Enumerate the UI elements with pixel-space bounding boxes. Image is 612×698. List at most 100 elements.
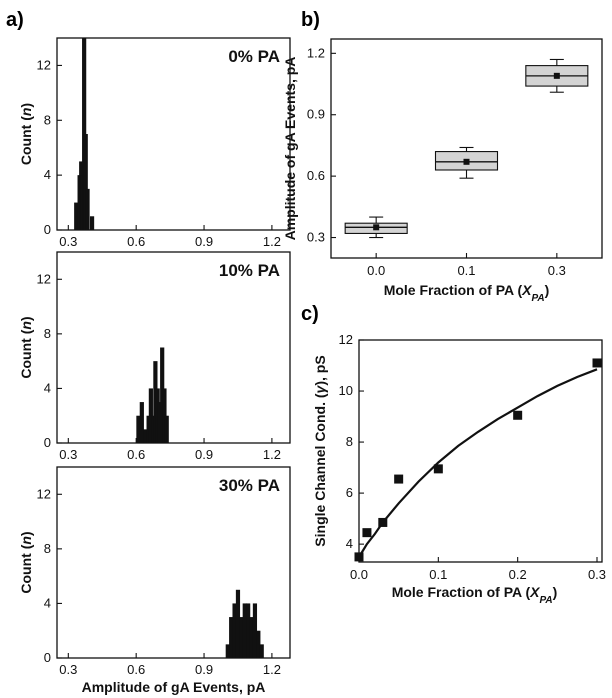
box-mean-point <box>553 72 560 79</box>
histogram-bar <box>225 644 230 658</box>
x-tick-label: 0.9 <box>195 447 213 462</box>
data-point <box>592 358 602 368</box>
histogram-bar <box>151 415 156 443</box>
histogram-bar <box>143 429 148 443</box>
x-tick-label: 0.3 <box>548 263 566 278</box>
data-point <box>394 474 404 484</box>
data-point <box>362 528 372 538</box>
y-tick-label: 12 <box>339 332 353 347</box>
histogram-bar <box>89 216 95 230</box>
histogram-bar <box>162 388 167 443</box>
histogram-bar <box>83 134 88 230</box>
panel-label-a: a) <box>6 9 24 31</box>
plot-frame <box>56 466 291 659</box>
x-tick-label: 0.0 <box>350 567 368 582</box>
histogram-bar <box>146 415 151 443</box>
x-axis-title: Mole Fraction of PA (XPA) <box>392 584 558 606</box>
histogram-bar <box>155 388 160 443</box>
histogram-bar <box>246 603 251 658</box>
y-axis-title: Single Channel Cond. (γ), pS <box>312 355 328 546</box>
histogram-bar <box>235 589 241 658</box>
histogram-bar <box>249 617 254 658</box>
x-tick-label: 0.3 <box>588 567 606 582</box>
y-tick-label: 0 <box>44 222 51 237</box>
histogram-bar <box>256 630 261 658</box>
annotation-label: 10% PA <box>219 261 280 280</box>
panel-label-b: b) <box>301 9 320 31</box>
x-tick-label: 0.1 <box>457 263 475 278</box>
data-point <box>513 410 523 420</box>
y-tick-label: 0 <box>44 435 51 450</box>
plot-frame <box>56 251 291 444</box>
fit-curve-line <box>358 368 598 558</box>
plot-frame <box>358 339 603 563</box>
x-tick-label: 0.1 <box>429 567 447 582</box>
histogram-bar <box>252 603 258 658</box>
histogram-0pa: 0.3 0.6 0.9 1.2 0 4 8 12 0% PA Count (n) <box>18 37 291 249</box>
x-tick-label: 0.6 <box>127 447 145 462</box>
x-tick-label: 0.2 <box>509 567 527 582</box>
histogram-bar <box>74 202 79 230</box>
y-tick-label: 8 <box>44 541 51 556</box>
y-tick-label: 6 <box>346 485 353 500</box>
data-point <box>354 552 364 562</box>
x-tick-label: 1.2 <box>263 662 281 677</box>
histogram-bar <box>164 415 169 443</box>
histogram-bar <box>157 402 163 443</box>
x-tick-label: 0.3 <box>59 447 77 462</box>
y-axis-title: Count (n) <box>18 103 34 165</box>
histogram-bar <box>85 188 90 230</box>
y-tick-label: 0 <box>44 650 51 665</box>
panel-label-c: c) <box>301 303 319 325</box>
y-tick-label: 8 <box>44 112 51 127</box>
y-tick-label: 4 <box>44 380 51 395</box>
y-tick-label: 4 <box>44 167 51 182</box>
x-tick-label: 0.0 <box>367 263 385 278</box>
data-point <box>433 464 443 474</box>
y-tick-label: 0.3 <box>307 230 325 245</box>
x-tick-label: 1.2 <box>263 234 281 249</box>
box-mean-point <box>463 158 470 165</box>
histogram-bar <box>136 415 141 443</box>
histogram-bar <box>148 388 153 443</box>
histogram-bar <box>139 402 144 443</box>
x-tick-label: 0.3 <box>59 662 77 677</box>
y-axis-title: Count (n) <box>18 531 34 593</box>
data-point <box>378 517 388 527</box>
y-tick-label: 8 <box>346 434 353 449</box>
y-tick-label: 4 <box>346 536 353 551</box>
histogram-bar <box>242 603 247 658</box>
box-plot-amplitude: 0.0 0.1 0.3 0.3 0.6 0.9 1.2 Amplitude of gA Eve… <box>282 38 603 304</box>
scatter-conductance: 0.0 0.1 0.2 0.3 4 6 8 10 12 Single Channel Cond. … <box>312 332 606 606</box>
y-tick-label: 4 <box>44 595 51 610</box>
x-tick-label: 0.6 <box>127 662 145 677</box>
y-tick-label: 0.9 <box>307 107 325 122</box>
annotation-label: 30% PA <box>219 476 280 495</box>
y-tick-label: 10 <box>339 383 353 398</box>
y-axis-title: Amplitude of gA Events, pA <box>282 57 298 241</box>
y-tick-label: 12 <box>37 271 51 286</box>
histogram-10pa: 0.3 0.6 0.9 1.2 0 4 8 12 10% PA Count (n) <box>18 251 291 462</box>
y-tick-label: 12 <box>37 57 51 72</box>
y-tick-label: 8 <box>44 326 51 341</box>
plot-frame <box>56 37 291 231</box>
y-tick-label: 12 <box>37 486 51 501</box>
histogram-bar <box>229 617 234 658</box>
histogram-bar <box>153 361 158 443</box>
x-tick-label: 0.9 <box>195 234 213 249</box>
box-mean-point <box>373 224 380 231</box>
y-tick-label: 1.2 <box>307 45 325 60</box>
histogram-bar <box>239 617 244 658</box>
histogram-bar <box>232 603 237 658</box>
x-tick-label: 0.9 <box>195 662 213 677</box>
histogram-bar <box>160 347 165 443</box>
x-tick-label: 0.3 <box>59 234 77 249</box>
histogram-30pa: 0.3 0.6 0.9 1.2 0 4 8 12 30% PA Count (n) Amplitud… <box>18 466 291 695</box>
annotation-label: 0% PA <box>228 47 280 66</box>
y-tick-label: 0.6 <box>307 168 325 183</box>
x-axis-title: Mole Fraction of PA (XPA) <box>384 282 550 304</box>
x-axis-title: Amplitude of gA Events, pA <box>82 679 266 695</box>
x-tick-label: 1.2 <box>263 447 281 462</box>
x-tick-label: 0.6 <box>127 234 145 249</box>
